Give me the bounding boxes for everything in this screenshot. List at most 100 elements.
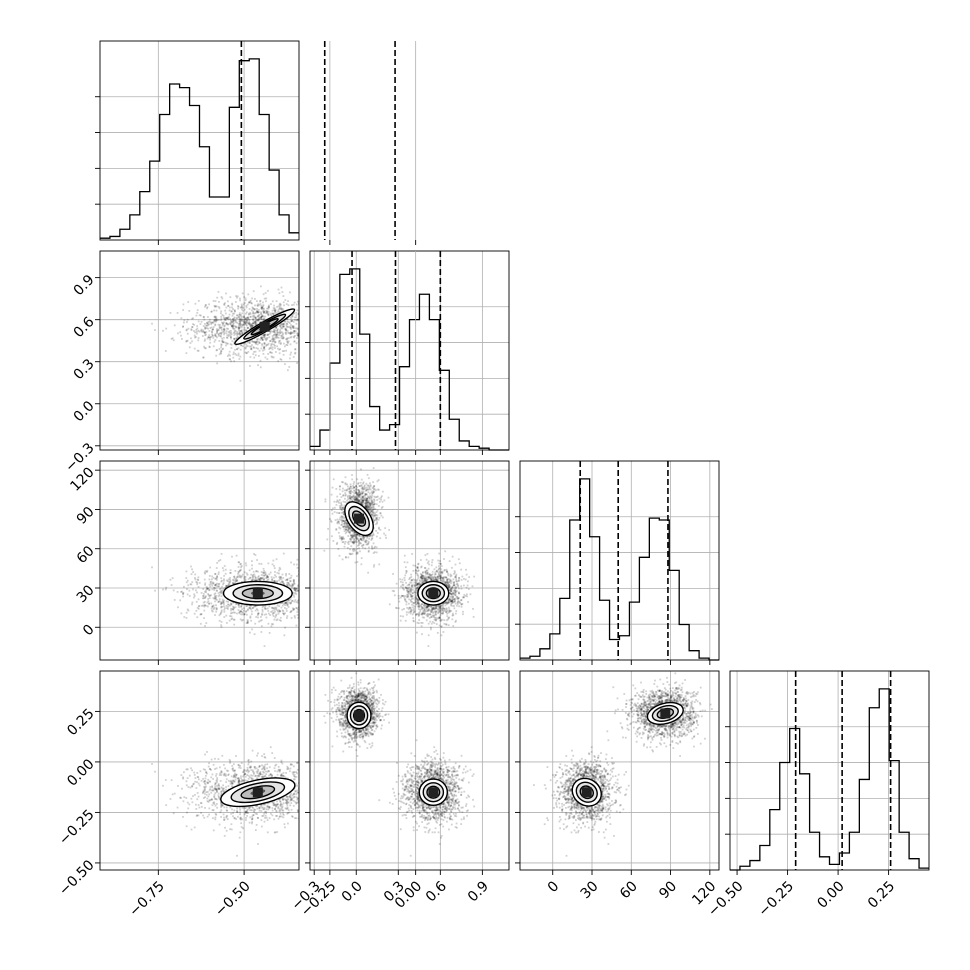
scatter-point — [245, 305, 248, 307]
scatter-point — [223, 328, 226, 331]
scatter-point — [261, 306, 263, 309]
scatter-point — [426, 412, 428, 414]
scatter-point — [394, 526, 396, 528]
scatter-point — [233, 330, 236, 332]
scatter-point — [227, 323, 229, 326]
scatter-point — [226, 585, 229, 588]
scatter-point — [233, 575, 236, 578]
scatter-point — [195, 600, 198, 603]
scatter-point — [431, 387, 433, 389]
scatter-point — [212, 328, 214, 331]
scatter-point — [263, 315, 265, 318]
scatter-point — [428, 403, 430, 405]
scatter-point — [250, 560, 253, 562]
scatter-point — [317, 316, 319, 318]
scatter-point — [324, 335, 326, 337]
scatter-point — [325, 615, 327, 617]
scatter-point — [389, 405, 391, 407]
scatter-point — [275, 558, 278, 561]
scatter-point — [423, 399, 425, 401]
scatter-point — [246, 604, 248, 607]
scatter-point — [418, 499, 420, 501]
scatter-point — [365, 397, 367, 399]
scatter-point — [289, 332, 292, 335]
scatter-point — [279, 332, 282, 335]
scatter-point — [383, 419, 385, 421]
scatter-point — [215, 610, 218, 613]
scatter-point — [186, 339, 189, 342]
scatter-point — [240, 320, 243, 323]
scatter-point — [238, 331, 241, 334]
scatter-point — [270, 343, 273, 346]
scatter-point — [203, 339, 206, 342]
scatter-point — [312, 330, 314, 332]
scatter-point — [263, 336, 266, 338]
scatter-point — [302, 576, 304, 578]
scatter-point — [423, 394, 425, 396]
scatter-point — [383, 374, 385, 376]
scatter-point — [410, 390, 412, 392]
scatter-point — [421, 406, 423, 408]
scatter-point — [276, 328, 279, 331]
scatter-point — [233, 618, 236, 621]
scatter-point — [406, 402, 408, 404]
scatter-point — [232, 601, 235, 604]
scatter-point — [364, 393, 366, 395]
scatter-point — [275, 326, 278, 329]
scatter-point — [237, 603, 240, 606]
scatter-point — [281, 291, 284, 293]
scatter-point — [263, 346, 265, 349]
scatter-point — [359, 394, 361, 396]
scatter-point — [258, 304, 261, 307]
scatter-point — [214, 324, 217, 327]
scatter-point — [180, 591, 182, 593]
scatter-point — [243, 302, 246, 304]
scatter-point — [405, 403, 407, 405]
scatter-point — [214, 319, 216, 321]
scatter-point — [410, 407, 412, 409]
scatter-point — [407, 403, 409, 405]
scatter-point — [319, 323, 321, 325]
scatter-point — [263, 334, 266, 336]
scatter-point — [273, 576, 275, 579]
scatter-point — [279, 322, 282, 325]
scatter-point — [261, 343, 263, 345]
scatter-point — [382, 498, 384, 500]
scatter-point — [436, 404, 438, 406]
scatter-point — [333, 326, 335, 328]
scatter-point — [245, 605, 248, 607]
scatter-point — [207, 594, 210, 596]
scatter-point — [364, 404, 366, 406]
scatter-point — [421, 416, 423, 418]
scatter-point — [289, 336, 292, 339]
scatter-point — [251, 324, 254, 327]
scatter-point — [301, 348, 303, 350]
scatter-point — [257, 576, 259, 579]
scatter-point — [361, 394, 363, 396]
scatter-point — [396, 419, 398, 421]
scatter-point — [223, 605, 225, 608]
scatter-point — [382, 396, 384, 398]
scatter-point — [219, 332, 221, 335]
scatter-point — [213, 586, 215, 589]
scatter-point — [302, 596, 304, 598]
scatter-point — [263, 570, 266, 572]
scatter-point — [300, 326, 302, 328]
scatter-point — [305, 599, 307, 601]
scatter-point — [377, 400, 379, 402]
scatter-point — [286, 581, 289, 584]
scatter-point — [416, 402, 418, 404]
scatter-point — [222, 330, 225, 333]
scatter-point — [240, 605, 243, 608]
scatter-point — [278, 341, 281, 344]
scatter-point — [382, 400, 384, 402]
scatter-point — [446, 379, 448, 381]
scatter-point — [220, 626, 223, 628]
scatter-point — [377, 391, 379, 393]
scatter-point — [305, 333, 307, 335]
scatter-point — [251, 306, 254, 309]
scatter-point — [401, 507, 403, 509]
scatter-point — [237, 354, 240, 357]
scatter-point — [354, 405, 356, 407]
scatter-point — [210, 607, 213, 610]
